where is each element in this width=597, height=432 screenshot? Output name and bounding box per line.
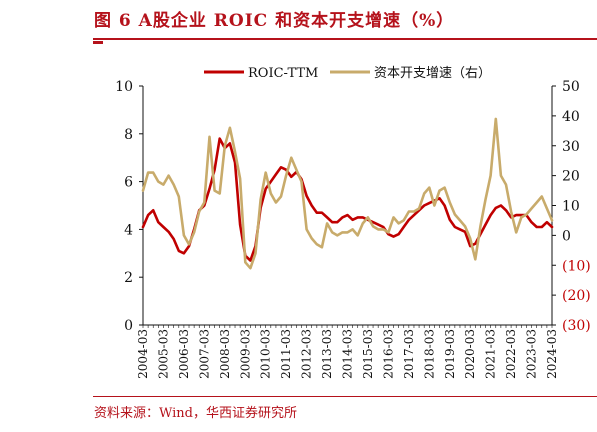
right-axis-tick-label: 0 [562,228,571,244]
source-note: 资料来源：Wind，华西证券研究所 [94,406,297,421]
x-axis-tick-label: 2006-03 [177,329,191,379]
x-axis-tick-label: 2005-03 [156,329,170,379]
x-axis-tick-label: 2009-03 [238,329,252,379]
chart-title: 图 6 A股企业 ROIC 和资本开支增速（%） [94,11,455,31]
left-axis-tick-label: 4 [124,222,133,238]
x-axis-tick-label: 2021-03 [484,329,498,379]
right-axis-tick-label: (30) [562,318,591,334]
x-axis-tick-label: 2014-03 [341,329,355,379]
right-axis-tick-label: 10 [562,199,580,215]
title-divider [93,38,597,40]
x-axis-tick-label: 2010-03 [259,329,273,379]
right-axis-tick-label: 50 [562,79,580,95]
right-axis-tick-label: (20) [562,288,591,304]
legend-label-capex: 资本开支增速（右） [374,66,491,81]
left-axis-tick-label: 8 [124,127,133,143]
x-axis-tick-label: 2012-03 [300,329,314,379]
x-axis-tick-label: 2024-03 [545,329,559,379]
right-axis-tick-label: 20 [562,169,580,185]
x-axis-tick-label: 2004-03 [136,329,150,379]
x-axis-tick-label: 2017-03 [402,329,416,379]
right-axis-tick-label: (10) [562,258,591,274]
title-accent-mark [93,41,103,44]
right-axis-tick-label: 30 [562,139,580,155]
right-axis-tick-label: 40 [562,109,580,125]
capex-growth-line [141,117,554,270]
x-axis-tick-label: 2019-03 [443,329,457,379]
left-axis-tick-label: 6 [124,175,133,191]
x-axis-tick-label: 2022-03 [504,329,518,379]
x-axis-tick-label: 2011-03 [279,329,293,379]
legend-label-roic: ROIC-TTM [248,66,318,81]
x-axis-tick-label: 2008-03 [218,329,232,379]
x-axis-tick-label: 2015-03 [361,329,375,379]
x-axis-tick-label: 2020-03 [463,329,477,379]
left-axis-tick-label: 2 [124,270,133,286]
chart-area: 0 2 4 6 8 10 (30) (20) (10) 0 10 20 30 40 50 2004-03 200… [115,66,591,379]
left-axis-tick-label: 10 [115,79,133,95]
x-axis-tick-label: 2007-03 [197,329,211,379]
x-axis-tick-label: 2013-03 [320,329,334,379]
x-axis-tick-label: 2018-03 [422,329,436,379]
x-axis-tick-label: 2023-03 [525,329,539,379]
footer-divider [93,396,597,397]
left-axis-tick-label: 0 [124,318,133,334]
roic-ttm-line [141,137,554,262]
x-axis-tick-label: 2016-03 [381,329,395,379]
